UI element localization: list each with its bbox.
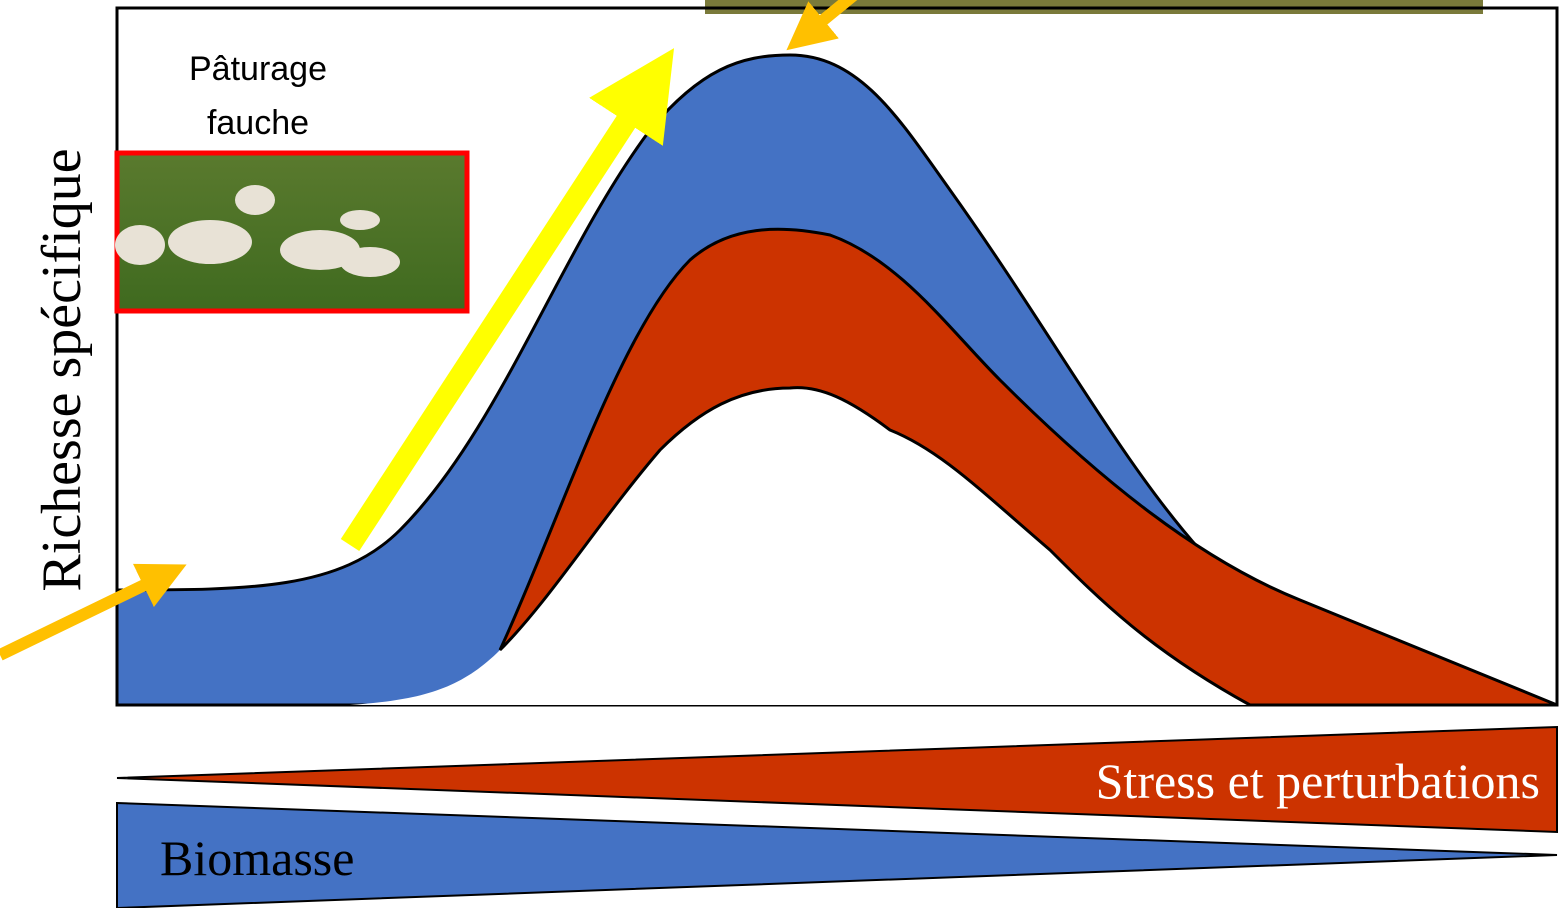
sheep xyxy=(115,185,400,277)
inset-label: fauche xyxy=(207,104,309,142)
inset-label: Pâturage xyxy=(189,50,327,88)
yellow-arrow xyxy=(340,48,675,552)
stress-label: Stress et perturbations xyxy=(1096,753,1540,809)
stress-wedge xyxy=(116,725,1558,834)
biomass-wedge xyxy=(116,801,1558,908)
y-axis-label: Richesse spécifique xyxy=(31,148,93,591)
blank-area xyxy=(350,387,1250,705)
orange-arrow xyxy=(786,0,858,51)
inset-photo xyxy=(114,150,470,314)
orange-arrow xyxy=(0,563,187,661)
stress-richness xyxy=(498,227,1558,707)
biomass-label: Biomasse xyxy=(160,830,354,886)
